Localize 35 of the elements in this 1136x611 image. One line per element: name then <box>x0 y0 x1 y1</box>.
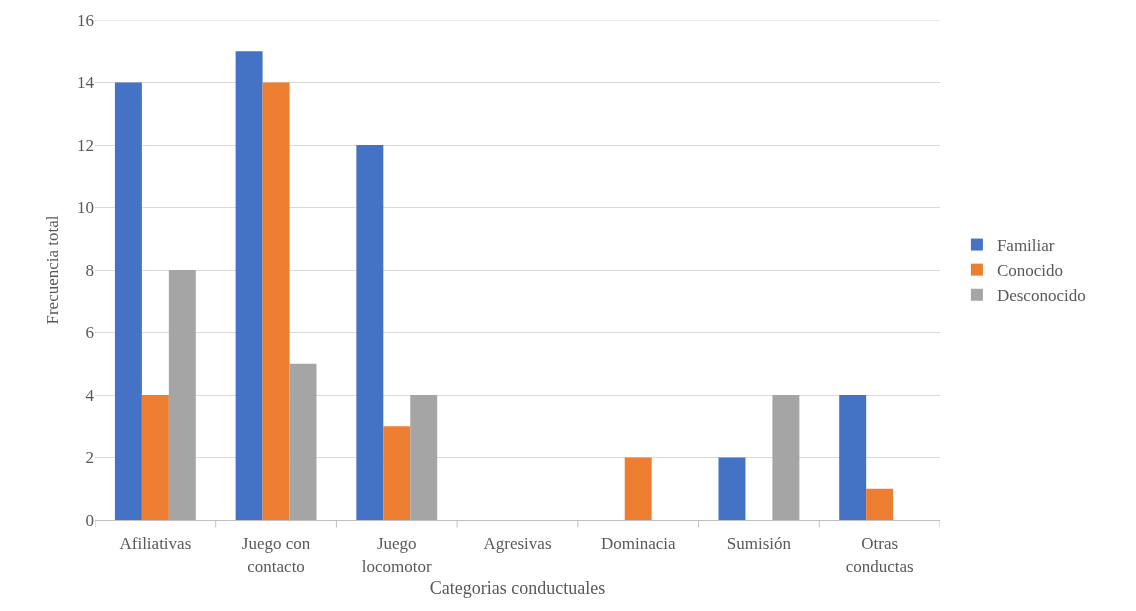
bar <box>866 488 894 520</box>
bar <box>262 82 290 520</box>
x-tick-label: Sumisión <box>726 534 792 554</box>
y-tick-label: 10 <box>77 198 94 218</box>
y-axis-title: Frecuencia total <box>42 215 62 325</box>
legend-label: Familiar <box>996 236 1055 256</box>
x-axis-title: Categorias conductuales <box>429 577 606 598</box>
bar <box>839 395 867 520</box>
bar <box>114 82 142 520</box>
bar <box>624 457 652 520</box>
bar <box>141 395 169 520</box>
bar <box>772 395 800 520</box>
x-tick-label: Otras conductas <box>845 534 914 576</box>
y-tick-label: 4 <box>85 385 95 405</box>
y-tick-label: 8 <box>85 260 94 280</box>
y-tick-label: 6 <box>85 323 94 343</box>
x-tick-label: Juego con contacto <box>241 534 311 576</box>
y-tick-label: 14 <box>77 73 95 93</box>
bar <box>718 457 746 520</box>
bar <box>289 363 317 520</box>
x-tick-label: Agresivas <box>483 534 552 554</box>
x-tick-label: Afiliativas <box>119 534 192 554</box>
bar <box>168 270 196 520</box>
x-tick-label: Dominacia <box>600 534 676 554</box>
bar <box>410 395 438 520</box>
bar <box>383 426 411 520</box>
x-tick-label: Juego locomotor <box>361 534 433 576</box>
y-tick-label: 2 <box>85 448 94 468</box>
bar <box>356 145 384 520</box>
y-tick-label: 12 <box>77 135 94 155</box>
legend-label: Conocido <box>996 261 1064 281</box>
bar <box>235 51 263 520</box>
y-tick-label: 0 <box>85 510 94 530</box>
legend-label: Desconocido <box>996 286 1086 306</box>
y-tick-label: 16 <box>77 10 94 30</box>
